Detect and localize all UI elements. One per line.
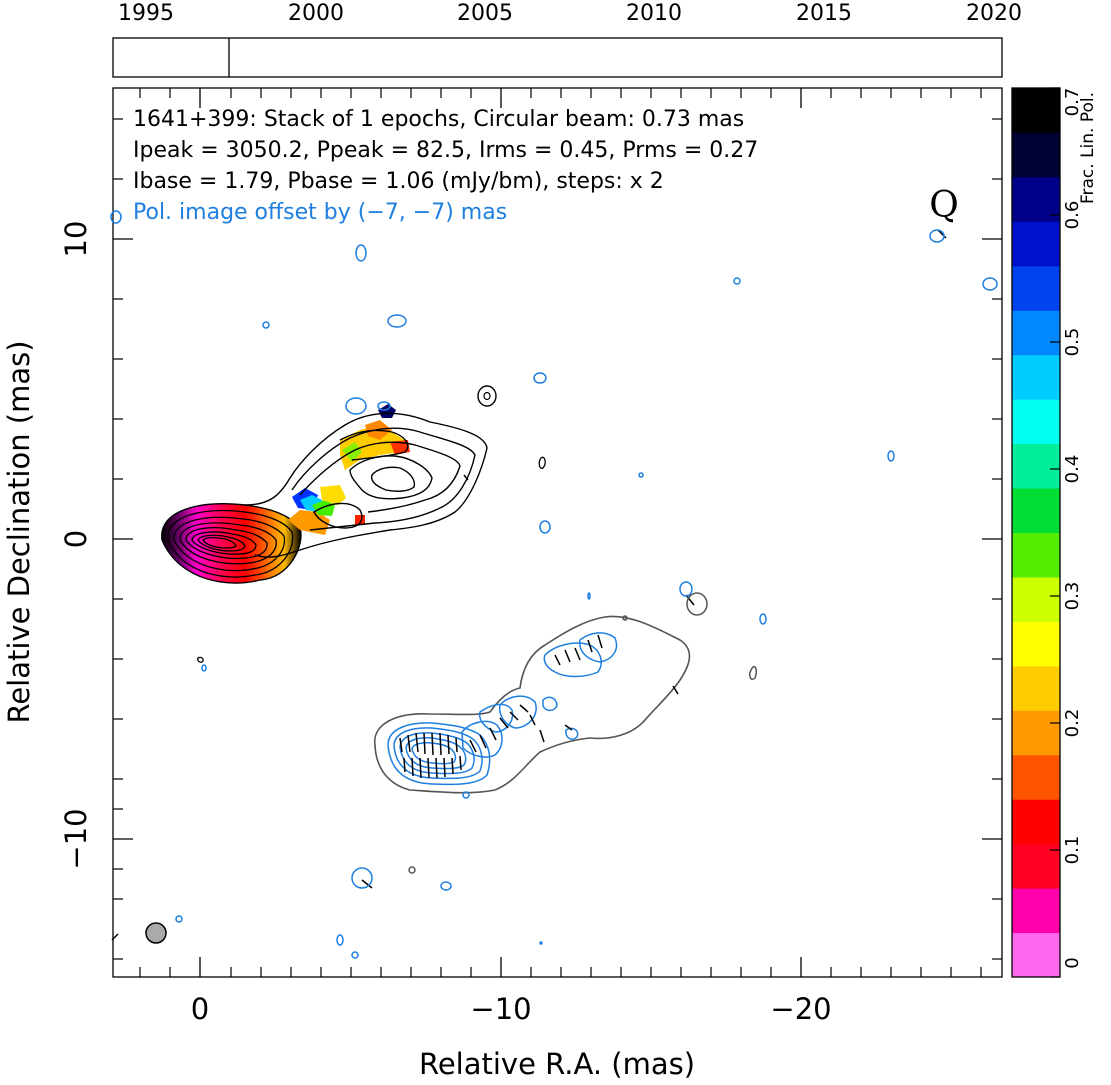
colorbar-tick-label: 0 <box>1062 957 1083 968</box>
jet-pol-patch <box>378 404 396 418</box>
colorbar-segment <box>1012 932 1060 978</box>
timeline-year-label: 2000 <box>288 1 344 26</box>
colorbar-frame <box>1011 87 1061 978</box>
jet-pol-patch <box>320 485 346 505</box>
jet-pol-patch <box>340 425 405 470</box>
colorbar-segment <box>1012 310 1060 356</box>
jet-pol-patch <box>312 500 335 516</box>
timeline: 1995 2000 2005 2010 2015 2020 <box>112 1 1022 78</box>
timeline-year-label: 2015 <box>796 1 852 26</box>
stokes-i-jet <box>161 385 546 663</box>
pol-outer-contour <box>374 615 691 794</box>
y-tick-labels: 10 0 −10 <box>59 221 93 870</box>
x-axis-label: Relative R.A. (mas) <box>419 1047 695 1081</box>
colorbar-segment <box>1012 621 1060 667</box>
colorbar-segment <box>1012 221 1060 267</box>
plot-panel: 1641+399: Stack of 1 epochs, Circular be… <box>110 87 1003 978</box>
colorbar-segment <box>1012 399 1060 445</box>
x-tick-label: 0 <box>191 992 209 1026</box>
beam-ellipse <box>145 922 167 944</box>
colorbar-segment <box>1012 888 1060 934</box>
y-minor-ticks <box>113 118 1002 960</box>
x-tick-label: −10 <box>470 992 531 1026</box>
colorbar-segment <box>1012 710 1060 756</box>
isolated-contour <box>538 456 546 469</box>
colorbar-segment <box>1012 443 1060 489</box>
timeline-year-label: 2010 <box>626 1 682 26</box>
y-axis-label: Relative Declination (mas) <box>2 340 36 723</box>
colorbar-segment <box>1012 799 1060 845</box>
colorbar-label: Frac. Lin. Pol. <box>1078 92 1098 204</box>
x-tick-label: −20 <box>770 992 831 1026</box>
colorbar-segment <box>1012 754 1060 800</box>
jet-contours <box>244 412 488 558</box>
evpa-vectors <box>111 229 947 941</box>
colorbar-segment <box>1012 176 1060 222</box>
pol-contours <box>387 632 618 786</box>
colorbar-tick-label: 0.4 <box>1062 455 1083 484</box>
colorbar-tick-label: 0.1 <box>1062 836 1083 865</box>
annotation-line-1: 1641+399: Stack of 1 epochs, Circular be… <box>133 107 744 132</box>
colorbar-segment <box>1012 265 1060 311</box>
y-tick-label: −10 <box>59 808 93 869</box>
x-minor-ticks <box>139 88 982 977</box>
x-tick-labels: 0 −10 −20 <box>191 992 832 1026</box>
colorbar-tick-label: 0.3 <box>1062 582 1083 611</box>
colorbar-tick-label: 0.6 <box>1062 201 1083 230</box>
annotation-line-2: Ipeak = 3050.2, Ppeak = 82.5, Irms = 0.4… <box>133 138 758 163</box>
colorbar-tick-label: 0.2 <box>1062 709 1083 738</box>
x-major-ticks <box>199 88 802 977</box>
timeline-year-label: 1995 <box>118 1 174 26</box>
annotation-line-3: Ibase = 1.79, Pbase = 1.06 (mJy/bm), ste… <box>133 169 664 194</box>
y-tick-label: 0 <box>59 530 93 548</box>
colorbar-segment <box>1012 354 1060 400</box>
colorbar-tick-label: 0.5 <box>1062 328 1083 357</box>
grey-noise-contours <box>408 592 757 874</box>
band-label: Q <box>929 185 959 226</box>
pol-noise-contours <box>110 210 998 959</box>
core-contours <box>167 509 294 578</box>
annotation-pol-offset: Pol. image offset by (−7, −7) mas <box>133 200 507 225</box>
timeline-frame <box>112 37 1003 78</box>
isolated-contour <box>477 385 497 407</box>
timeline-year-label: 2020 <box>966 1 1022 26</box>
colorbar: 0 0.1 0.2 0.3 0.4 0.5 0.6 0.7 Frac. Lin. Pol. <box>1011 87 1098 978</box>
colorbar-tick-label: 0.7 <box>1062 88 1083 117</box>
polarized-image <box>110 210 998 959</box>
colorbar-segment <box>1012 488 1060 533</box>
timeline-year-label: 2005 <box>457 1 513 26</box>
colorbar-ticks: 0 0.1 0.2 0.3 0.4 0.5 0.6 0.7 <box>1050 87 1083 978</box>
colorbar-segment <box>1012 665 1060 711</box>
colorbar-segment <box>1012 88 1060 133</box>
colorbar-segments <box>1012 88 1060 978</box>
isolated-contour <box>483 391 491 401</box>
y-major-ticks <box>113 238 1002 840</box>
colorbar-segment <box>1012 843 1060 889</box>
colorbar-segment <box>1012 576 1060 622</box>
y-tick-label: 10 <box>59 221 93 258</box>
colorbar-segment <box>1012 532 1060 578</box>
isolated-contour <box>197 656 204 663</box>
colorbar-segment <box>1012 132 1060 178</box>
